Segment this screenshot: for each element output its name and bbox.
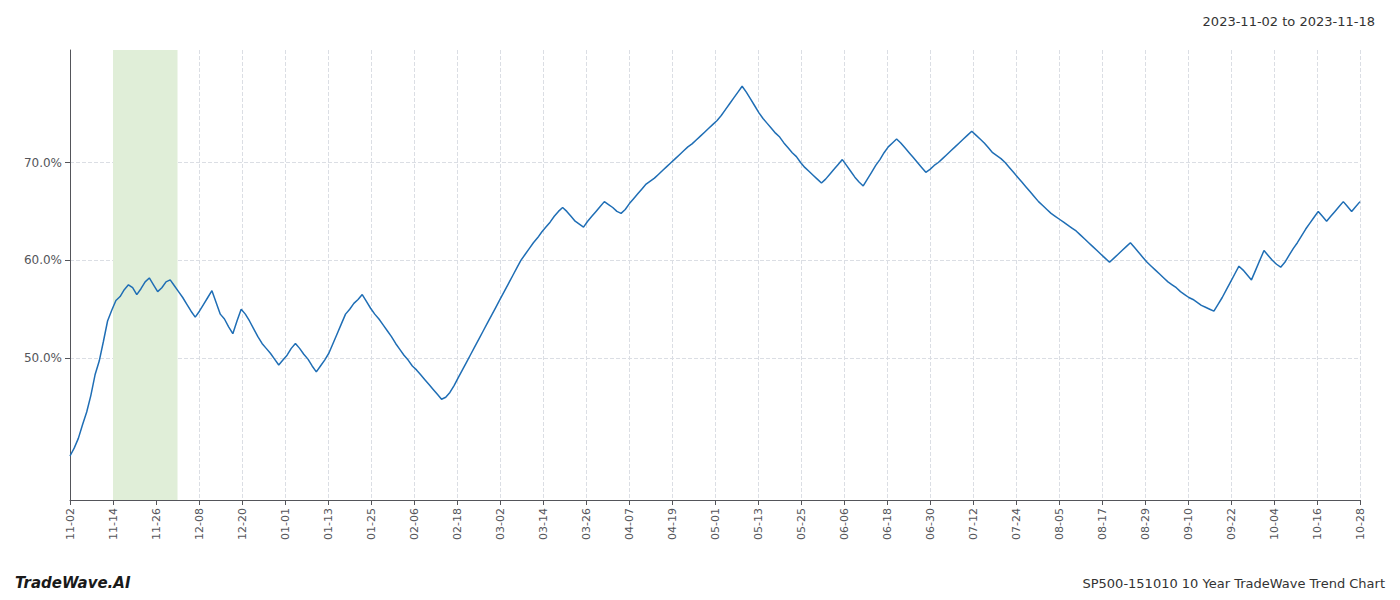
svg-text:SP500-151010 10 Year TradeWave: SP500-151010 10 Year TradeWave Trend Cha… xyxy=(1082,576,1385,591)
svg-text:12-20: 12-20 xyxy=(236,508,249,540)
svg-text:02-18: 02-18 xyxy=(451,508,464,540)
svg-text:10-28: 10-28 xyxy=(1354,508,1367,540)
svg-text:03-02: 03-02 xyxy=(494,508,507,540)
svg-text:TradeWave.AI: TradeWave.AI xyxy=(15,574,131,592)
svg-text:06-06: 06-06 xyxy=(838,508,851,540)
svg-text:2023-11-02 to 2023-11-18: 2023-11-02 to 2023-11-18 xyxy=(1203,14,1375,29)
svg-text:09-10: 09-10 xyxy=(1182,508,1195,540)
svg-text:01-01: 01-01 xyxy=(279,508,292,540)
svg-text:11-14: 11-14 xyxy=(107,508,120,540)
svg-text:07-12: 07-12 xyxy=(967,508,980,540)
svg-text:08-05: 08-05 xyxy=(1053,508,1066,540)
svg-text:70.0%: 70.0% xyxy=(24,156,62,170)
svg-text:11-02: 11-02 xyxy=(64,508,77,540)
svg-text:08-29: 08-29 xyxy=(1139,508,1152,540)
svg-text:12-08: 12-08 xyxy=(193,508,206,540)
svg-text:10-16: 10-16 xyxy=(1311,508,1324,540)
svg-text:01-25: 01-25 xyxy=(365,508,378,540)
svg-text:03-26: 03-26 xyxy=(580,508,593,540)
svg-text:60.0%: 60.0% xyxy=(24,253,62,267)
svg-text:04-07: 04-07 xyxy=(623,508,636,540)
svg-text:05-13: 05-13 xyxy=(752,508,765,540)
svg-text:08-17: 08-17 xyxy=(1096,508,1109,540)
svg-text:05-01: 05-01 xyxy=(709,508,722,540)
svg-text:05-25: 05-25 xyxy=(795,508,808,540)
svg-text:06-18: 06-18 xyxy=(881,508,894,540)
svg-text:02-06: 02-06 xyxy=(408,508,421,540)
svg-text:09-22: 09-22 xyxy=(1225,508,1238,540)
svg-text:07-24: 07-24 xyxy=(1010,508,1023,540)
svg-text:10-04: 10-04 xyxy=(1268,508,1281,540)
svg-text:04-19: 04-19 xyxy=(666,508,679,540)
svg-text:01-13: 01-13 xyxy=(322,508,335,540)
svg-text:03-14: 03-14 xyxy=(537,508,550,540)
svg-text:11-26: 11-26 xyxy=(150,508,163,540)
svg-text:50.0%: 50.0% xyxy=(24,351,62,365)
svg-text:06-30: 06-30 xyxy=(924,508,937,540)
